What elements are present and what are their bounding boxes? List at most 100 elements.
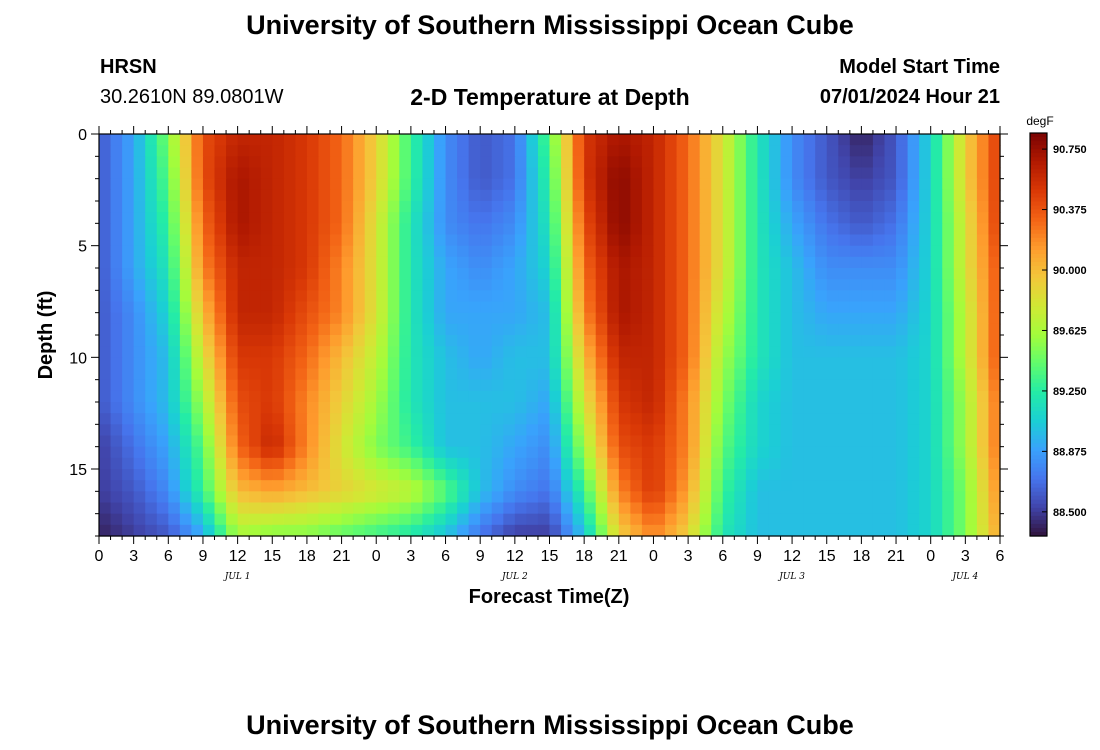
- heatmap-cell: [896, 335, 909, 347]
- heatmap-cell: [699, 469, 712, 481]
- heatmap-cell: [699, 134, 712, 146]
- heatmap-cell: [491, 524, 504, 537]
- heatmap-cell: [641, 480, 655, 492]
- heatmap-cell: [872, 435, 886, 448]
- heatmap-cell: [561, 491, 574, 504]
- heatmap-cell: [711, 268, 724, 280]
- heatmap-cell: [584, 402, 597, 414]
- heatmap-cell: [896, 469, 909, 481]
- heatmap-cell: [226, 256, 239, 269]
- heatmap-cell: [965, 379, 978, 392]
- heatmap-cell: [630, 189, 643, 202]
- heatmap-cell: [826, 234, 839, 247]
- heatmap-cell: [607, 357, 620, 370]
- heatmap-cell: [641, 234, 655, 247]
- heatmap-cell: [376, 480, 389, 492]
- heatmap-cell: [861, 446, 874, 459]
- heatmap-cell: [722, 402, 735, 414]
- heatmap-cell: [133, 524, 146, 537]
- x-axis-label: Forecast Time(Z): [469, 586, 630, 608]
- heatmap-cell: [561, 335, 574, 347]
- heatmap-cell: [99, 524, 112, 537]
- heatmap-cell: [364, 256, 377, 269]
- heatmap-cell: [422, 268, 435, 280]
- heatmap-cell: [688, 413, 701, 425]
- heatmap-cell: [272, 201, 285, 213]
- heatmap-cell: [353, 323, 366, 336]
- heatmap-cell: [306, 346, 320, 358]
- heatmap-cell: [976, 178, 990, 191]
- heatmap-cell: [422, 379, 435, 392]
- heatmap-cell: [202, 301, 216, 314]
- heatmap-cell: [930, 245, 943, 258]
- heatmap-cell: [145, 279, 158, 291]
- temperature-depth-chart: 0 3 6 9 12 15 18 21 0 3 6 9 12 15 18 21 0 3 6 9 12 15 18 21 0 3 6J…: [35, 114, 1087, 608]
- heatmap-cell: [214, 446, 227, 459]
- heatmap-cell: [734, 335, 747, 347]
- heatmap-cell: [226, 134, 239, 146]
- heatmap-cell: [803, 189, 816, 202]
- heatmap-cell: [237, 167, 250, 180]
- heatmap-cell: [133, 268, 146, 280]
- heatmap-cell: [595, 513, 608, 526]
- heatmap-cell: [768, 134, 782, 146]
- heatmap-cell: [826, 424, 839, 437]
- heatmap-cell: [214, 457, 227, 470]
- heatmap-cell: [665, 234, 678, 247]
- heatmap-cell: [953, 368, 966, 381]
- heatmap-cell: [676, 413, 689, 425]
- station-coordinates: 30.2610N 89.0801W: [100, 86, 284, 108]
- heatmap-cell: [168, 502, 181, 515]
- heatmap-cell: [618, 491, 631, 504]
- heatmap-cell: [942, 223, 955, 236]
- heatmap-cell: [145, 435, 158, 448]
- heatmap-cell: [491, 323, 504, 336]
- heatmap-cell: [272, 446, 285, 459]
- heatmap-cell: [896, 167, 909, 180]
- heatmap-cell: [641, 279, 655, 291]
- heatmap-cell: [122, 390, 135, 403]
- heatmap-cell: [110, 178, 123, 191]
- heatmap-cell: [549, 357, 562, 370]
- heatmap-cell: [757, 145, 770, 157]
- heatmap-cell: [942, 491, 955, 504]
- heatmap-cell: [803, 256, 816, 269]
- heatmap-cell: [260, 268, 273, 280]
- heatmap-cell: [953, 357, 966, 370]
- heatmap-cell: [699, 457, 712, 470]
- heatmap-cell: [330, 134, 343, 146]
- heatmap-cell: [780, 524, 793, 537]
- heatmap-cell: [433, 167, 447, 180]
- heatmap-cell: [214, 390, 227, 403]
- heatmap-cell: [364, 379, 377, 392]
- heatmap-cell: [514, 134, 527, 146]
- x-tick-label: 0: [926, 548, 935, 565]
- heatmap-cell: [688, 346, 701, 358]
- heatmap-cell: [896, 301, 909, 314]
- heatmap-cell: [168, 469, 181, 481]
- heatmap-cell: [861, 201, 874, 213]
- heatmap-cell: [919, 435, 932, 448]
- heatmap-cell: [480, 480, 493, 492]
- heatmap-cell: [318, 524, 331, 537]
- heatmap-cell: [976, 167, 990, 180]
- heatmap-cell: [549, 513, 562, 526]
- heatmap-cell: [237, 268, 250, 280]
- x-tick-label: 18: [575, 548, 593, 565]
- heatmap-cell: [849, 424, 862, 437]
- heatmap-cell: [306, 279, 320, 291]
- heatmap-cell: [526, 156, 539, 169]
- heatmap-cell: [445, 167, 458, 180]
- heatmap-cell: [699, 413, 712, 425]
- heatmap-cell: [849, 480, 862, 492]
- heatmap-cell: [272, 178, 285, 191]
- heatmap-cell: [595, 189, 608, 202]
- heatmap-cell: [919, 290, 932, 303]
- heatmap-cell: [792, 513, 805, 526]
- heatmap-cell: [376, 245, 389, 258]
- heatmap-cell: [387, 279, 400, 291]
- heatmap-cell: [410, 424, 424, 437]
- heatmap-cell: [457, 145, 470, 157]
- heatmap-cell: [549, 189, 562, 202]
- heatmap-cell: [353, 435, 366, 448]
